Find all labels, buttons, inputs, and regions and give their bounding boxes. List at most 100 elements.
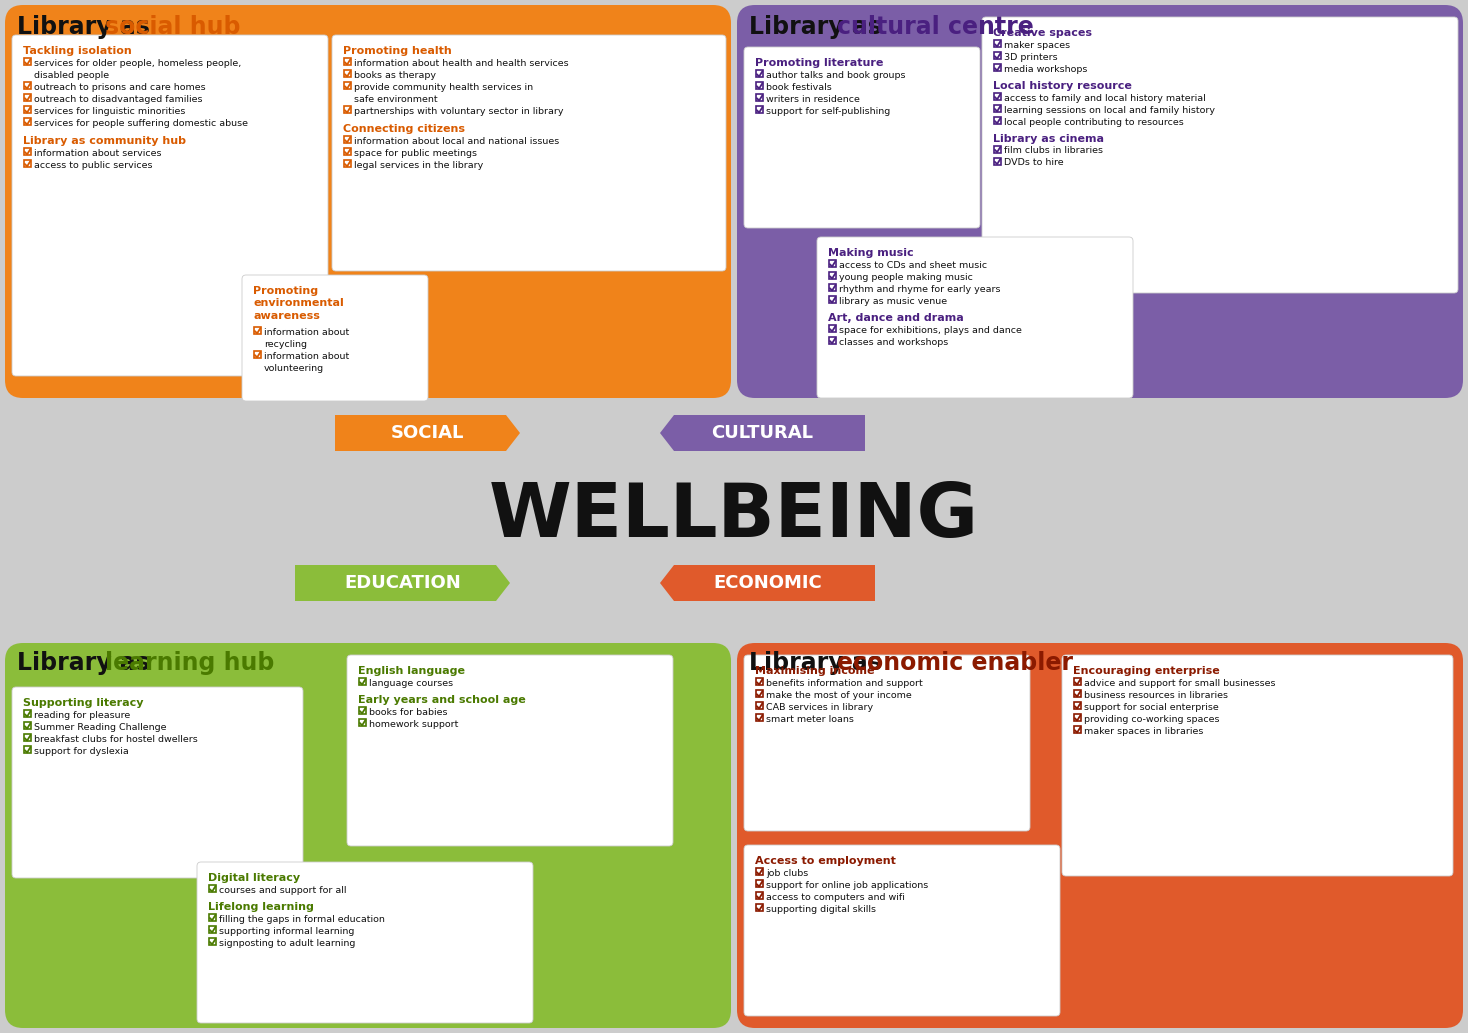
- Bar: [254, 351, 261, 358]
- Text: maker spaces in libraries: maker spaces in libraries: [1083, 727, 1204, 735]
- Text: courses and support for all: courses and support for all: [219, 886, 346, 895]
- Bar: [344, 70, 351, 77]
- Text: Promoting health: Promoting health: [344, 46, 452, 56]
- Bar: [23, 734, 31, 742]
- FancyBboxPatch shape: [242, 275, 429, 401]
- Bar: [756, 869, 763, 875]
- Text: Library as community hub: Library as community hub: [23, 135, 186, 146]
- Text: Making music: Making music: [828, 248, 913, 258]
- FancyBboxPatch shape: [4, 643, 731, 1028]
- Bar: [994, 93, 1001, 100]
- Bar: [208, 885, 216, 893]
- Bar: [23, 94, 31, 101]
- Text: providing co-working spaces: providing co-working spaces: [1083, 715, 1220, 724]
- Text: maker spaces: maker spaces: [1004, 40, 1070, 50]
- Text: Library as cinema: Library as cinema: [992, 133, 1104, 144]
- Bar: [829, 325, 835, 333]
- Text: access to CDs and sheet music: access to CDs and sheet music: [840, 260, 986, 270]
- Text: advice and support for small businesses: advice and support for small businesses: [1083, 679, 1276, 688]
- Text: Local history resource: Local history resource: [992, 81, 1132, 91]
- Bar: [756, 904, 763, 911]
- Text: legal services in the library: legal services in the library: [354, 160, 483, 169]
- Text: breakfast clubs for hostel dwellers: breakfast clubs for hostel dwellers: [34, 734, 198, 744]
- Text: Promoting literature: Promoting literature: [755, 58, 884, 68]
- Bar: [344, 160, 351, 167]
- Bar: [23, 711, 31, 717]
- FancyBboxPatch shape: [1061, 655, 1453, 876]
- Text: Promoting
environmental
awareness: Promoting environmental awareness: [252, 286, 344, 321]
- FancyBboxPatch shape: [744, 655, 1031, 831]
- Bar: [344, 83, 351, 90]
- Bar: [360, 719, 366, 726]
- Text: Supporting literacy: Supporting literacy: [23, 698, 144, 708]
- Text: access to public services: access to public services: [34, 160, 153, 169]
- FancyBboxPatch shape: [744, 845, 1060, 1016]
- Text: classes and workshops: classes and workshops: [840, 338, 948, 347]
- Text: author talks and book groups: author talks and book groups: [766, 71, 906, 80]
- Bar: [994, 158, 1001, 165]
- Text: library as music venue: library as music venue: [840, 296, 947, 306]
- Bar: [994, 117, 1001, 124]
- Text: space for public meetings: space for public meetings: [354, 149, 477, 158]
- Text: young people making music: young people making music: [840, 273, 973, 282]
- Bar: [23, 106, 31, 114]
- Text: space for exhibitions, plays and dance: space for exhibitions, plays and dance: [840, 325, 1022, 335]
- Bar: [23, 119, 31, 125]
- Text: access to family and local history material: access to family and local history mater…: [1004, 94, 1205, 102]
- Text: EDUCATION: EDUCATION: [344, 574, 461, 592]
- Text: Library as: Library as: [749, 15, 890, 39]
- Text: book festivals: book festivals: [766, 83, 832, 92]
- Bar: [344, 148, 351, 155]
- Text: English language: English language: [358, 666, 465, 676]
- Bar: [1075, 690, 1080, 697]
- Text: Lifelong learning: Lifelong learning: [208, 902, 314, 912]
- Bar: [756, 880, 763, 887]
- FancyBboxPatch shape: [346, 655, 672, 846]
- Text: smart meter loans: smart meter loans: [766, 715, 854, 724]
- Text: Library as: Library as: [18, 15, 159, 39]
- Text: access to computers and wifi: access to computers and wifi: [766, 893, 904, 902]
- FancyBboxPatch shape: [982, 17, 1458, 293]
- Bar: [829, 337, 835, 344]
- Text: Access to employment: Access to employment: [755, 856, 895, 866]
- Bar: [254, 327, 261, 335]
- Bar: [756, 106, 763, 114]
- Bar: [829, 296, 835, 304]
- Text: media workshops: media workshops: [1004, 65, 1088, 73]
- Bar: [23, 747, 31, 753]
- FancyBboxPatch shape: [197, 862, 533, 1023]
- FancyBboxPatch shape: [12, 687, 302, 878]
- Bar: [344, 136, 351, 144]
- Bar: [756, 70, 763, 77]
- Text: Summer Reading Challenge: Summer Reading Challenge: [34, 723, 166, 731]
- Bar: [208, 938, 216, 945]
- Bar: [756, 893, 763, 900]
- Text: Maximising income: Maximising income: [755, 666, 875, 676]
- Text: SOCIAL: SOCIAL: [390, 424, 464, 442]
- Text: information about: information about: [264, 328, 349, 337]
- Bar: [829, 260, 835, 268]
- Text: Creative spaces: Creative spaces: [992, 28, 1092, 38]
- FancyBboxPatch shape: [818, 237, 1133, 398]
- Polygon shape: [335, 415, 520, 451]
- FancyBboxPatch shape: [4, 5, 731, 398]
- Bar: [994, 64, 1001, 71]
- Text: support for dyslexia: support for dyslexia: [34, 747, 129, 756]
- FancyBboxPatch shape: [737, 5, 1464, 398]
- Text: job clubs: job clubs: [766, 869, 809, 878]
- Text: outreach to disadvantaged families: outreach to disadvantaged families: [34, 95, 203, 103]
- FancyBboxPatch shape: [737, 643, 1464, 1028]
- Text: support for online job applications: support for online job applications: [766, 881, 928, 889]
- Bar: [23, 148, 31, 155]
- Text: disabled people: disabled people: [34, 71, 109, 80]
- Bar: [994, 53, 1001, 59]
- FancyBboxPatch shape: [332, 35, 727, 271]
- Text: Early years and school age: Early years and school age: [358, 695, 526, 705]
- Text: outreach to prisons and care homes: outreach to prisons and care homes: [34, 83, 206, 92]
- Bar: [756, 690, 763, 697]
- Bar: [23, 722, 31, 729]
- FancyBboxPatch shape: [12, 35, 327, 376]
- Bar: [208, 927, 216, 933]
- Text: information about local and national issues: information about local and national iss…: [354, 136, 559, 146]
- Bar: [344, 106, 351, 114]
